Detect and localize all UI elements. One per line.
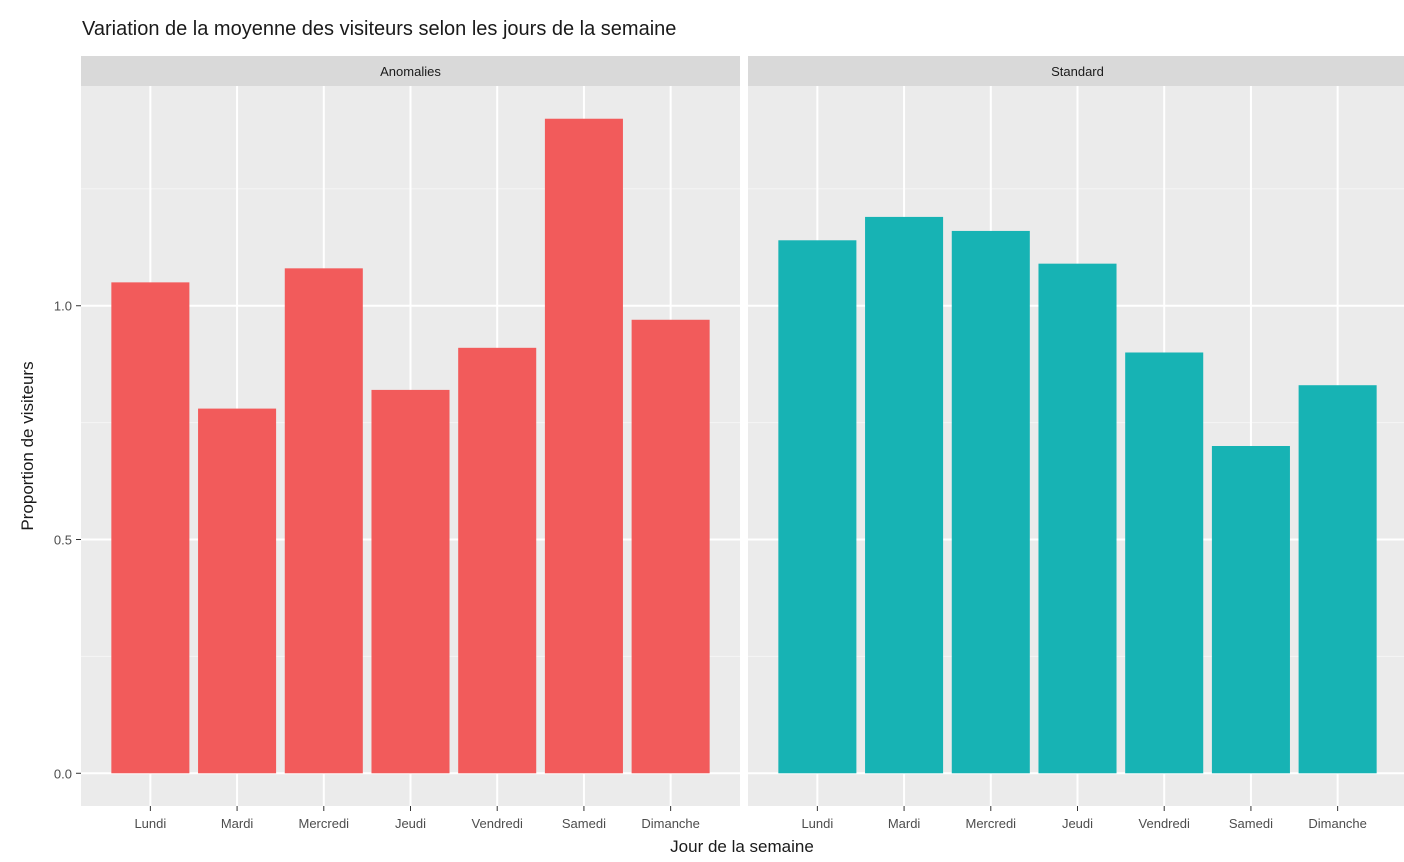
x-tick-label: Lundi	[134, 816, 166, 831]
x-tick-label: Samedi	[1229, 816, 1273, 831]
facet-strip	[81, 56, 740, 86]
bar-samedi	[1211, 446, 1290, 774]
x-tick-label: Samedi	[562, 816, 606, 831]
x-tick-label: Dimanche	[641, 816, 700, 831]
bar-samedi	[544, 118, 623, 774]
y-axis-label: Proportion de visiteurs	[18, 361, 37, 530]
bar-vendredi	[458, 347, 537, 774]
panel-standard: Standard Lundi Mardi Mercredi Jeudi Vendredi S…	[748, 56, 1404, 831]
facet-strip	[748, 56, 1404, 86]
y-tick-label: 0.0	[54, 766, 72, 781]
facet-strip-label: Standard	[1051, 64, 1104, 79]
y-tick-label: 1.0	[54, 299, 72, 314]
bar-mercredi	[284, 268, 363, 774]
bar-mardi	[865, 216, 944, 774]
x-tick-label: Vendredi	[1139, 816, 1190, 831]
bar-lundi	[111, 282, 190, 774]
x-tick-label: Mercredi	[299, 816, 350, 831]
panels-group: 0.0 0.5 1.0 Anomalies Lundi Mardi Mercredi Jeud…	[54, 56, 1404, 831]
panel-anomalies: Anomalies Lundi Mardi Mercredi Jeudi Vendredi…	[81, 56, 740, 831]
chart-title: Variation de la moyenne des visiteurs se…	[82, 18, 676, 40]
bar-dimanche	[1298, 385, 1377, 774]
x-tick-label: Mardi	[888, 816, 921, 831]
x-tick-label: Jeudi	[1062, 816, 1093, 831]
bar-jeudi	[1038, 263, 1117, 774]
x-tick-label: Mercredi	[966, 816, 1017, 831]
bar-lundi	[778, 240, 857, 774]
x-tick-label: Vendredi	[472, 816, 523, 831]
bar-vendredi	[1125, 352, 1204, 774]
bar-mardi	[198, 408, 277, 774]
bar-jeudi	[371, 389, 450, 774]
x-tick-label: Lundi	[801, 816, 833, 831]
x-tick-label: Mardi	[221, 816, 254, 831]
x-tick-label: Dimanche	[1308, 816, 1367, 831]
bar-mercredi	[951, 230, 1030, 774]
y-tick-label: 0.5	[54, 533, 72, 548]
x-tick-label: Jeudi	[395, 816, 426, 831]
x-axis-label: Jour de la semaine	[670, 837, 814, 856]
facet-strip-label: Anomalies	[380, 64, 441, 79]
bar-dimanche	[631, 319, 710, 774]
